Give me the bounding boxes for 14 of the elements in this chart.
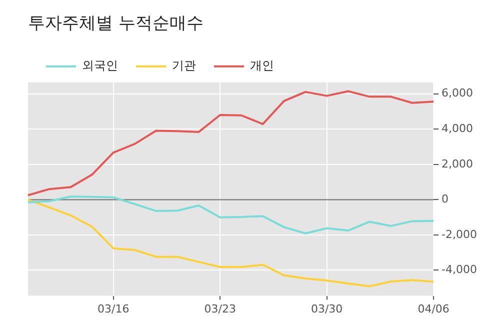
x-tick-label: 04/06 bbox=[418, 302, 450, 316]
x-tick-label: 03/16 bbox=[98, 302, 130, 316]
y-tick-label: -2,000 bbox=[442, 228, 478, 241]
legend-label: 기관 bbox=[172, 58, 196, 73]
y-tick-label: 0 bbox=[442, 192, 449, 206]
x-tick-label: 03/30 bbox=[310, 302, 343, 316]
legend-label: 외국인 bbox=[82, 58, 118, 73]
y-tick-label: 4,000 bbox=[442, 122, 474, 135]
y-tick-label: -4,000 bbox=[442, 263, 478, 276]
chart-title: 투자주체별 누적순매수 bbox=[28, 14, 204, 34]
x-tick-label: 03/23 bbox=[204, 302, 236, 316]
y-tick-label: 2,000 bbox=[442, 157, 474, 170]
y-tick-label: 6,000 bbox=[442, 86, 474, 100]
legend-label: 개인 bbox=[250, 58, 274, 73]
